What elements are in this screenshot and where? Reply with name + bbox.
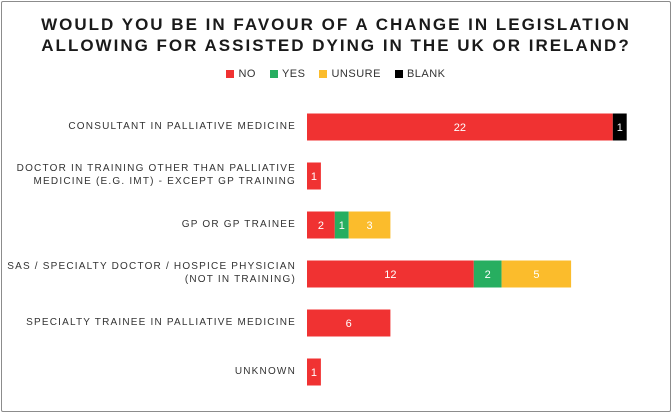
data-label-no-2: 2 <box>318 220 324 232</box>
data-label-no-0: 22 <box>454 122 466 134</box>
legend-label-blank: BLANK <box>406 68 446 80</box>
bar-no-1 <box>307 162 321 190</box>
legend-swatch-yes <box>269 70 278 78</box>
data-label-yes-2: 1 <box>339 220 345 232</box>
legend-label-yes: YES <box>281 68 306 80</box>
chart-title-line-2: ALLOWING FOR ASSISTED DYING IN THE UK OR… <box>41 36 631 55</box>
bar-yes-2 <box>334 211 349 239</box>
bar-no-3 <box>307 260 474 288</box>
chart-title-line-1: WOULD YOU BE IN FAVOUR OF A CHANGE IN LE… <box>41 15 631 34</box>
chart-legend: NO YES UNSURE BLANK <box>2 68 670 80</box>
data-label-unsure-3: 5 <box>533 269 539 281</box>
category-label-3: SAS / SPECIALTY DOCTOR / HOSPICE PHYSICI… <box>0 260 296 286</box>
data-label-yes-3: 2 <box>485 269 491 281</box>
category-label-5: UNKNOWN <box>0 365 296 378</box>
category-label-0-line-0: CONSULTANT IN PALLIATIVE MEDICINE <box>68 120 296 132</box>
category-label-3-line-1: (NOT IN TRAINING) <box>184 274 296 285</box>
bar-unsure-3 <box>501 260 572 288</box>
bar-blank-0 <box>612 113 627 141</box>
legend-item-yes: YES <box>269 68 306 80</box>
bar-no-4 <box>307 309 391 337</box>
category-label-2: GP OR GP TRAINEE <box>0 218 296 231</box>
category-label-5-line-0: UNKNOWN <box>234 365 296 377</box>
category-label-4-line-0: SPECIALTY TRAINEE IN PALLIATIVE MEDICINE <box>26 316 296 328</box>
legend-swatch-no <box>226 70 235 78</box>
bar-unsure-2 <box>348 211 391 239</box>
legend-item-unsure: UNSURE <box>319 68 380 80</box>
data-label-blank-0: 1 <box>617 122 623 134</box>
data-label-no-3: 12 <box>384 269 396 281</box>
category-label-1: DOCTOR IN TRAINING OTHER THAN PALLIATIVE… <box>0 162 296 188</box>
legend-label-no: NO <box>238 68 256 80</box>
legend-swatch-blank <box>394 70 403 78</box>
legend-label-unsure: UNSURE <box>331 68 381 80</box>
legend-swatch-unsure <box>319 70 328 78</box>
data-label-no-4: 6 <box>346 318 352 330</box>
legend-item-no: NO <box>226 68 256 80</box>
bar-no-5 <box>307 358 321 386</box>
bar-no-2 <box>307 211 335 239</box>
chart-title: WOULD YOU BE IN FAVOUR OF A CHANGE IN LE… <box>2 14 670 56</box>
category-label-1-line-1: MEDICINE (E.G. IMT) - EXCEPT GP TRAINING <box>33 176 296 187</box>
category-label-4: SPECIALTY TRAINEE IN PALLIATIVE MEDICINE <box>0 316 296 329</box>
data-label-no-5: 1 <box>311 367 317 379</box>
legend-item-blank: BLANK <box>394 68 446 80</box>
category-label-3-line-0: SAS / SPECIALTY DOCTOR / HOSPICE PHYSICI… <box>7 261 296 272</box>
category-label-0: CONSULTANT IN PALLIATIVE MEDICINE <box>0 120 296 133</box>
bar-yes-3 <box>473 260 502 288</box>
data-label-no-1: 1 <box>311 171 317 183</box>
category-label-2-line-0: GP OR GP TRAINEE <box>181 218 296 230</box>
bar-no-0 <box>307 113 613 141</box>
category-label-1-line-0: DOCTOR IN TRAINING OTHER THAN PALLIATIVE <box>16 163 296 174</box>
data-label-unsure-2: 3 <box>367 220 373 232</box>
